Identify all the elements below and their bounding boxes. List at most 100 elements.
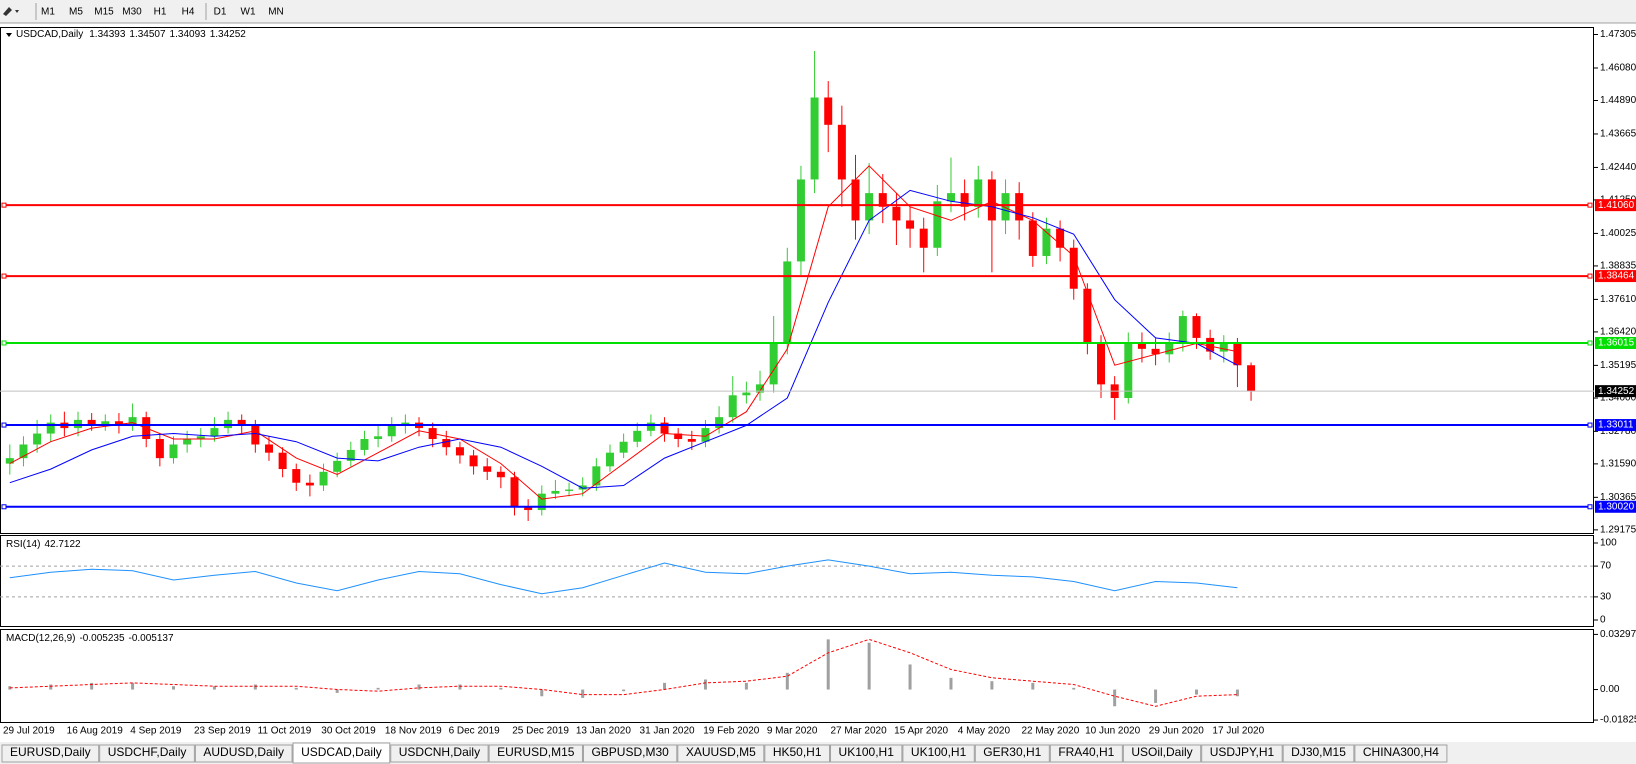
tab-label[interactable]: AUDUSD,Daily	[203, 745, 284, 759]
tab-label[interactable]: USDCHF,Daily	[108, 745, 187, 759]
x-tick-label: 4 Sep 2019	[130, 726, 182, 737]
tab[interactable]	[1122, 744, 1202, 763]
x-tick-label: 22 May 2020	[1021, 726, 1079, 737]
candle-body	[946, 193, 955, 202]
candle-body	[1137, 343, 1146, 349]
tab[interactable]	[1049, 744, 1123, 763]
candle-body	[5, 458, 14, 464]
indicator-value: -0.005235	[79, 633, 124, 644]
candle-body	[251, 425, 260, 445]
timeframe-button[interactable]: M1	[41, 7, 55, 18]
candle-body	[824, 97, 833, 125]
tab[interactable]	[764, 744, 831, 763]
candle-body	[742, 392, 751, 396]
tab-label[interactable]: USDCNH,Daily	[399, 745, 480, 759]
x-tick-label: 29 Jun 2020	[1149, 726, 1204, 737]
level-handle	[1, 340, 7, 346]
tab[interactable]	[1, 744, 100, 763]
tab-label[interactable]: EURUSD,M15	[497, 745, 575, 759]
title-arrow	[6, 33, 12, 37]
candle-body	[224, 419, 233, 429]
toolbar-icon[interactable]	[3, 7, 19, 16]
tab[interactable]	[1354, 744, 1448, 763]
macd-bar	[540, 689, 544, 697]
ohlc-value: 1.34252	[210, 29, 247, 40]
tab-label[interactable]: USDCAD,Daily	[301, 745, 382, 759]
timeframe-button[interactable]: W1	[241, 7, 256, 18]
candle-body	[33, 433, 42, 445]
tab[interactable]	[1282, 744, 1355, 763]
tab[interactable]	[677, 744, 765, 763]
timeframe-button[interactable]: M15	[94, 7, 114, 18]
macd-bar	[49, 684, 53, 690]
moving-average	[9, 165, 1238, 500]
tab-label[interactable]: UK100,H1	[911, 745, 967, 759]
macd-bar	[908, 664, 912, 690]
timeframe-button[interactable]: M30	[122, 7, 142, 18]
candle-body	[1124, 343, 1133, 399]
tab-label[interactable]: FRA40,H1	[1058, 745, 1114, 759]
macd-bar	[826, 639, 830, 690]
tab[interactable]	[830, 744, 903, 763]
macd-bar	[867, 642, 871, 690]
signal-line	[9, 638, 1238, 707]
timeframe-button[interactable]: H4	[182, 7, 195, 18]
candle-body	[851, 179, 860, 221]
y-tick-label: 1.43665	[1600, 129, 1636, 140]
candle-body	[346, 449, 355, 461]
y-tick-label: 1.32780	[1600, 426, 1636, 437]
tab[interactable]	[99, 744, 195, 763]
tab-label[interactable]: EURUSD,Daily	[10, 745, 91, 759]
candle-body	[715, 417, 724, 429]
level-handle	[1, 202, 7, 208]
timeframe-button[interactable]: M5	[69, 7, 83, 18]
macd-bar	[949, 677, 953, 690]
level-price-box	[1595, 199, 1636, 212]
tab-label[interactable]: USDJPY,H1	[1210, 745, 1275, 759]
candle-body	[974, 179, 983, 207]
macd-bar	[131, 682, 135, 690]
macd-bar	[663, 682, 667, 690]
candle-body	[496, 471, 505, 478]
candle-body	[1165, 343, 1174, 355]
tab-label[interactable]: HK50,H1	[773, 745, 822, 759]
candle-body	[442, 439, 451, 448]
tab[interactable]	[902, 744, 975, 763]
tab-label[interactable]: DJ30,M15	[1291, 745, 1346, 759]
candle-body	[769, 343, 778, 385]
timeframe-button[interactable]: MN	[268, 7, 284, 18]
panel-frame	[0, 629, 1594, 723]
ohlc-value: 1.34093	[170, 29, 207, 40]
tab-label[interactable]: GER30,H1	[983, 745, 1041, 759]
candle-body	[483, 466, 492, 472]
tab[interactable]	[292, 742, 391, 764]
tab-label[interactable]: XAUUSD,M5	[686, 745, 756, 759]
tab-label[interactable]: GBPUSD,M30	[591, 745, 669, 759]
y-tick-label: 1.38835	[1600, 261, 1636, 272]
x-tick-label: 23 Sep 2019	[194, 726, 251, 737]
x-tick-label: 30 Oct 2019	[321, 726, 376, 737]
tab[interactable]	[390, 744, 489, 763]
tab-label[interactable]: UK100,H1	[839, 745, 895, 759]
tab-label[interactable]: CHINA300,H4	[1363, 745, 1439, 759]
macd-bar	[294, 687, 298, 690]
candle-body	[114, 421, 123, 426]
tab-label[interactable]: USOil,Daily	[1131, 745, 1192, 759]
x-tick-label: 16 Aug 2019	[67, 726, 124, 737]
candle-body	[333, 460, 342, 472]
timeframe-button[interactable]: H1	[154, 7, 167, 18]
tab[interactable]	[1201, 744, 1283, 763]
macd-bar	[90, 682, 94, 690]
x-tick-label: 27 Mar 2020	[830, 726, 887, 737]
tab[interactable]	[582, 744, 678, 763]
tab[interactable]	[488, 744, 583, 763]
ohlc-value: 1.34507	[129, 29, 166, 40]
candle-body	[360, 439, 369, 450]
macd-bar	[335, 689, 339, 693]
macd-bar	[1031, 682, 1035, 690]
tab[interactable]	[974, 744, 1050, 763]
timeframe-button[interactable]: D1	[214, 7, 227, 18]
tab[interactable]	[194, 744, 293, 763]
